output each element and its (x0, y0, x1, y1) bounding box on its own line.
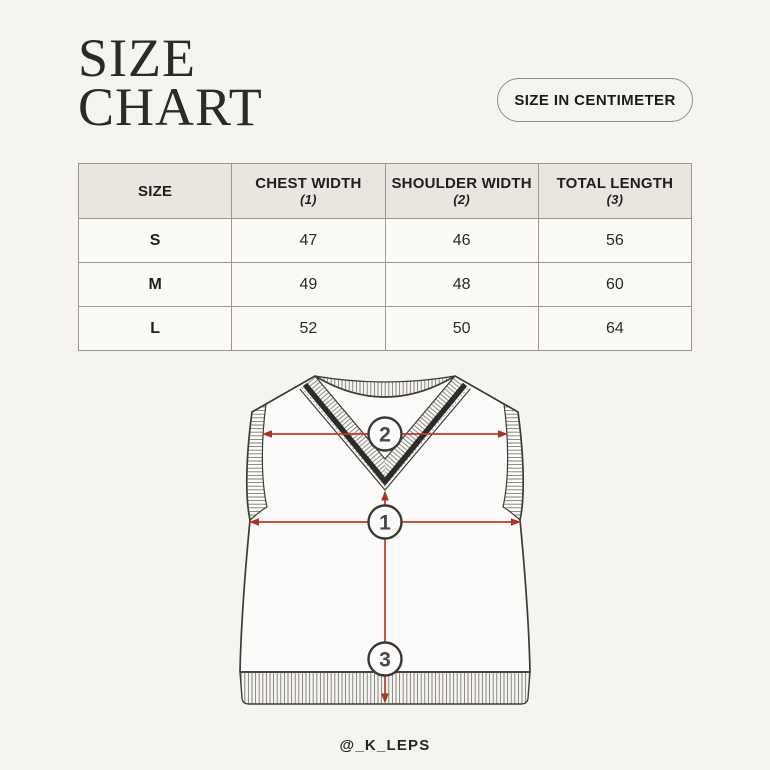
vest-measurement-diagram: 2 1 3 (225, 362, 545, 724)
col-header-length: TOTAL LENGTH (3) (537, 163, 693, 219)
col-header-length-sub: (3) (606, 192, 624, 207)
page-title-line1: SIZE (78, 28, 196, 88)
cell-l-shoulder: 50 (384, 306, 539, 351)
arrowheads (249, 430, 521, 704)
cell-s-shoulder: 46 (384, 218, 539, 263)
armhole-trim-right (502, 403, 524, 521)
size-table: SIZE CHEST WIDTH (1) SHOULDER WIDTH (2) … (77, 163, 693, 351)
col-header-chest: CHEST WIDTH (1) (231, 163, 386, 219)
marker-total-length: 3 (367, 641, 403, 677)
cell-m-size: M (77, 262, 233, 307)
col-header-shoulder-sub: (2) (453, 192, 470, 207)
cell-s-size: S (77, 218, 233, 263)
unit-badge-label: SIZE IN CENTIMETER (514, 91, 676, 109)
cell-s-length: 56 (537, 218, 693, 263)
col-header-chest-sub: (1) (300, 192, 317, 207)
cell-m-chest: 49 (231, 262, 386, 307)
unit-badge: SIZE IN CENTIMETER (497, 78, 693, 122)
vest-illustration: 2 1 3 (239, 375, 531, 705)
marker-shoulder-width: 2 (367, 416, 403, 452)
marker-2-label: 2 (379, 424, 391, 447)
cell-l-size: L (77, 306, 233, 351)
cell-m-shoulder: 48 (384, 262, 539, 307)
marker-chest-width: 1 (367, 504, 403, 540)
col-header-chest-label: CHEST WIDTH (255, 175, 362, 192)
cell-s-chest: 47 (231, 218, 386, 263)
col-header-shoulder: SHOULDER WIDTH (2) (384, 163, 539, 219)
back-collar-trim (314, 375, 456, 398)
vneck-trim (305, 375, 465, 478)
col-header-length-label: TOTAL LENGTH (556, 175, 674, 192)
vneck-stripe (299, 382, 471, 491)
table-row-m: M 49 48 60 (77, 262, 693, 307)
creator-handle: @_K_LEPS (339, 737, 431, 754)
col-header-size-label: SIZE (138, 182, 173, 200)
marker-1-label: 1 (379, 512, 391, 535)
table-row-l: L 52 50 64 (77, 306, 693, 351)
size-table-header-row: SIZE CHEST WIDTH (1) SHOULDER WIDTH (2) … (77, 163, 693, 219)
cell-m-length: 60 (537, 262, 693, 307)
cell-l-length: 64 (537, 306, 693, 351)
page-title-line2: CHART (78, 77, 263, 137)
page-title: SIZE CHART (78, 28, 263, 137)
armhole-trim-left (246, 403, 268, 521)
table-row-s: S 47 46 56 (77, 218, 693, 263)
col-header-size: SIZE (77, 163, 233, 219)
col-header-shoulder-label: SHOULDER WIDTH (391, 175, 532, 192)
cell-l-chest: 52 (231, 306, 386, 351)
marker-3-label: 3 (379, 649, 391, 672)
